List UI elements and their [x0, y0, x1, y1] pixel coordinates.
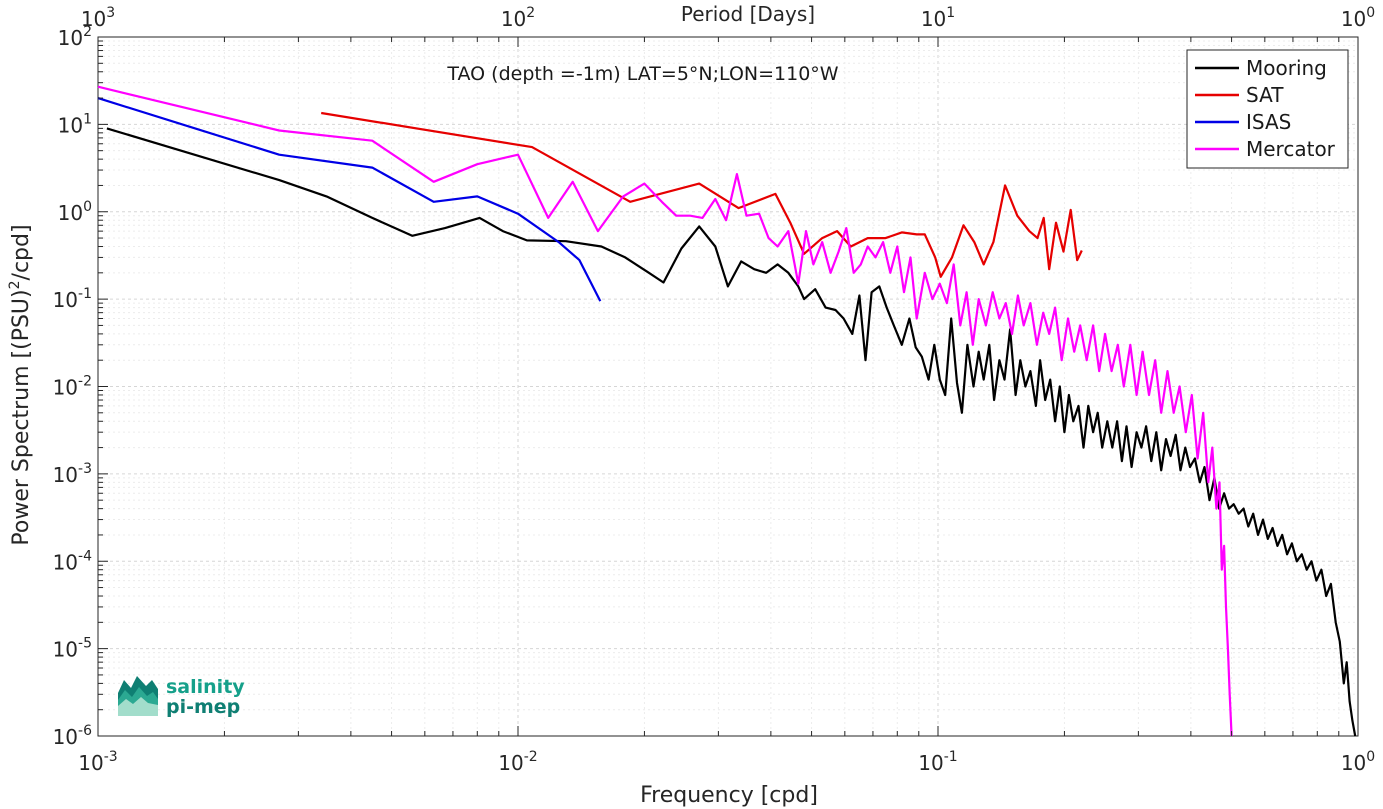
x-tick-label: 10-2	[498, 749, 537, 775]
y-tick-label-base: 10	[53, 288, 78, 312]
x-tick-label-base: 10	[1341, 751, 1366, 775]
top-tick-label-base: 10	[921, 7, 946, 31]
y-tick-label-base: 10	[53, 463, 78, 487]
salinity-pi-mep-logo: salinity pi-mep	[118, 676, 245, 718]
series-line-mercator	[97, 85, 1233, 737]
y-tick-label-exp: -4	[78, 548, 92, 564]
top-tick-label-base: 10	[501, 7, 526, 31]
y-tick-label-exp: 0	[83, 199, 92, 215]
y-tick-label-base: 10	[53, 376, 78, 400]
top-tick-label-exp: 2	[526, 5, 535, 21]
y-axis-label-tail: /cpd]	[9, 224, 34, 280]
x-tick-label-exp: -1	[944, 749, 958, 765]
top-axis-label: Period [Days]	[681, 2, 815, 26]
chart-title: TAO (depth =-1m) LAT=5°N;LON=110°W	[446, 63, 838, 85]
x-axis-label: Frequency [cpd]	[640, 783, 818, 808]
y-tick-label: 10-5	[53, 636, 92, 662]
y-tick-label-exp: -2	[78, 374, 92, 390]
top-tick-label: 103	[81, 5, 115, 31]
series-line-isas	[97, 97, 602, 302]
series-line-mooring	[106, 127, 1357, 737]
legend: Mooring SAT ISAS Mercator	[1186, 49, 1349, 169]
y-tick-label-exp: -3	[78, 461, 92, 477]
y-tick-label-base: 10	[58, 113, 83, 137]
top-tick-label-exp: 0	[1366, 5, 1375, 21]
logo-line1: salinity	[166, 676, 245, 698]
y-tick-label-base: 10	[58, 26, 83, 50]
legend-label-mooring: Mooring	[1246, 56, 1327, 80]
y-tick-label-base: 10	[58, 201, 83, 225]
top-tick-label-base: 10	[1341, 7, 1366, 31]
y-tick-label: 10-4	[53, 548, 93, 574]
series-line-sat	[321, 111, 1083, 278]
logo-mark-icon	[118, 676, 158, 716]
y-tick-label: 10-1	[53, 286, 92, 312]
top-tick-label-exp: 3	[106, 5, 115, 21]
legend-label-sat: SAT	[1246, 83, 1284, 107]
y-tick-label: 10-2	[53, 374, 92, 400]
top-tick-label: 102	[501, 5, 535, 31]
y-tick-label-base: 10	[53, 725, 78, 749]
top-tick-label: 101	[921, 5, 955, 31]
y-axis-label-sup: 2	[7, 280, 23, 289]
x-tick-label: 10-3	[78, 749, 117, 775]
x-tick-label-exp: -3	[104, 749, 118, 765]
y-tick-label-exp: 2	[83, 24, 92, 40]
top-tick-label-base: 10	[81, 7, 106, 31]
y-tick-label-base: 10	[53, 638, 78, 662]
top-tick-label-exp: 1	[946, 5, 955, 21]
x-tick-label-exp: -2	[524, 749, 538, 765]
y-tick-label: 10-3	[53, 461, 92, 487]
y-tick-label: 100	[58, 199, 92, 225]
y-tick-label-base: 10	[53, 550, 78, 574]
y-tick-label-exp: 1	[83, 111, 92, 127]
y-axis-label-main: Power Spectrum [(PSU)	[9, 289, 34, 545]
y-axis-label: Power Spectrum [(PSU)2/cpd]	[7, 224, 34, 545]
y-tick-label: 10-6	[53, 723, 93, 749]
y-tick-label-exp: -6	[78, 723, 92, 739]
y-tick-label: 101	[58, 111, 92, 137]
series-layer	[97, 85, 1357, 737]
legend-label-isas: ISAS	[1246, 110, 1291, 134]
x-tick-label-base: 10	[498, 751, 523, 775]
x-tick-label: 10-1	[918, 749, 957, 775]
x-tick-label: 100	[1341, 749, 1375, 775]
logo-line2: pi-mep	[166, 696, 240, 718]
y-tick-label-exp: -1	[78, 286, 92, 302]
legend-label-mercator: Mercator	[1246, 137, 1336, 161]
x-tick-label-exp: 0	[1366, 749, 1375, 765]
y-tick-label-exp: -5	[78, 636, 92, 652]
y-tick-label: 102	[58, 24, 92, 50]
x-tick-label-base: 10	[78, 751, 103, 775]
top-tick-label: 100	[1341, 5, 1375, 31]
x-tick-label-base: 10	[918, 751, 943, 775]
